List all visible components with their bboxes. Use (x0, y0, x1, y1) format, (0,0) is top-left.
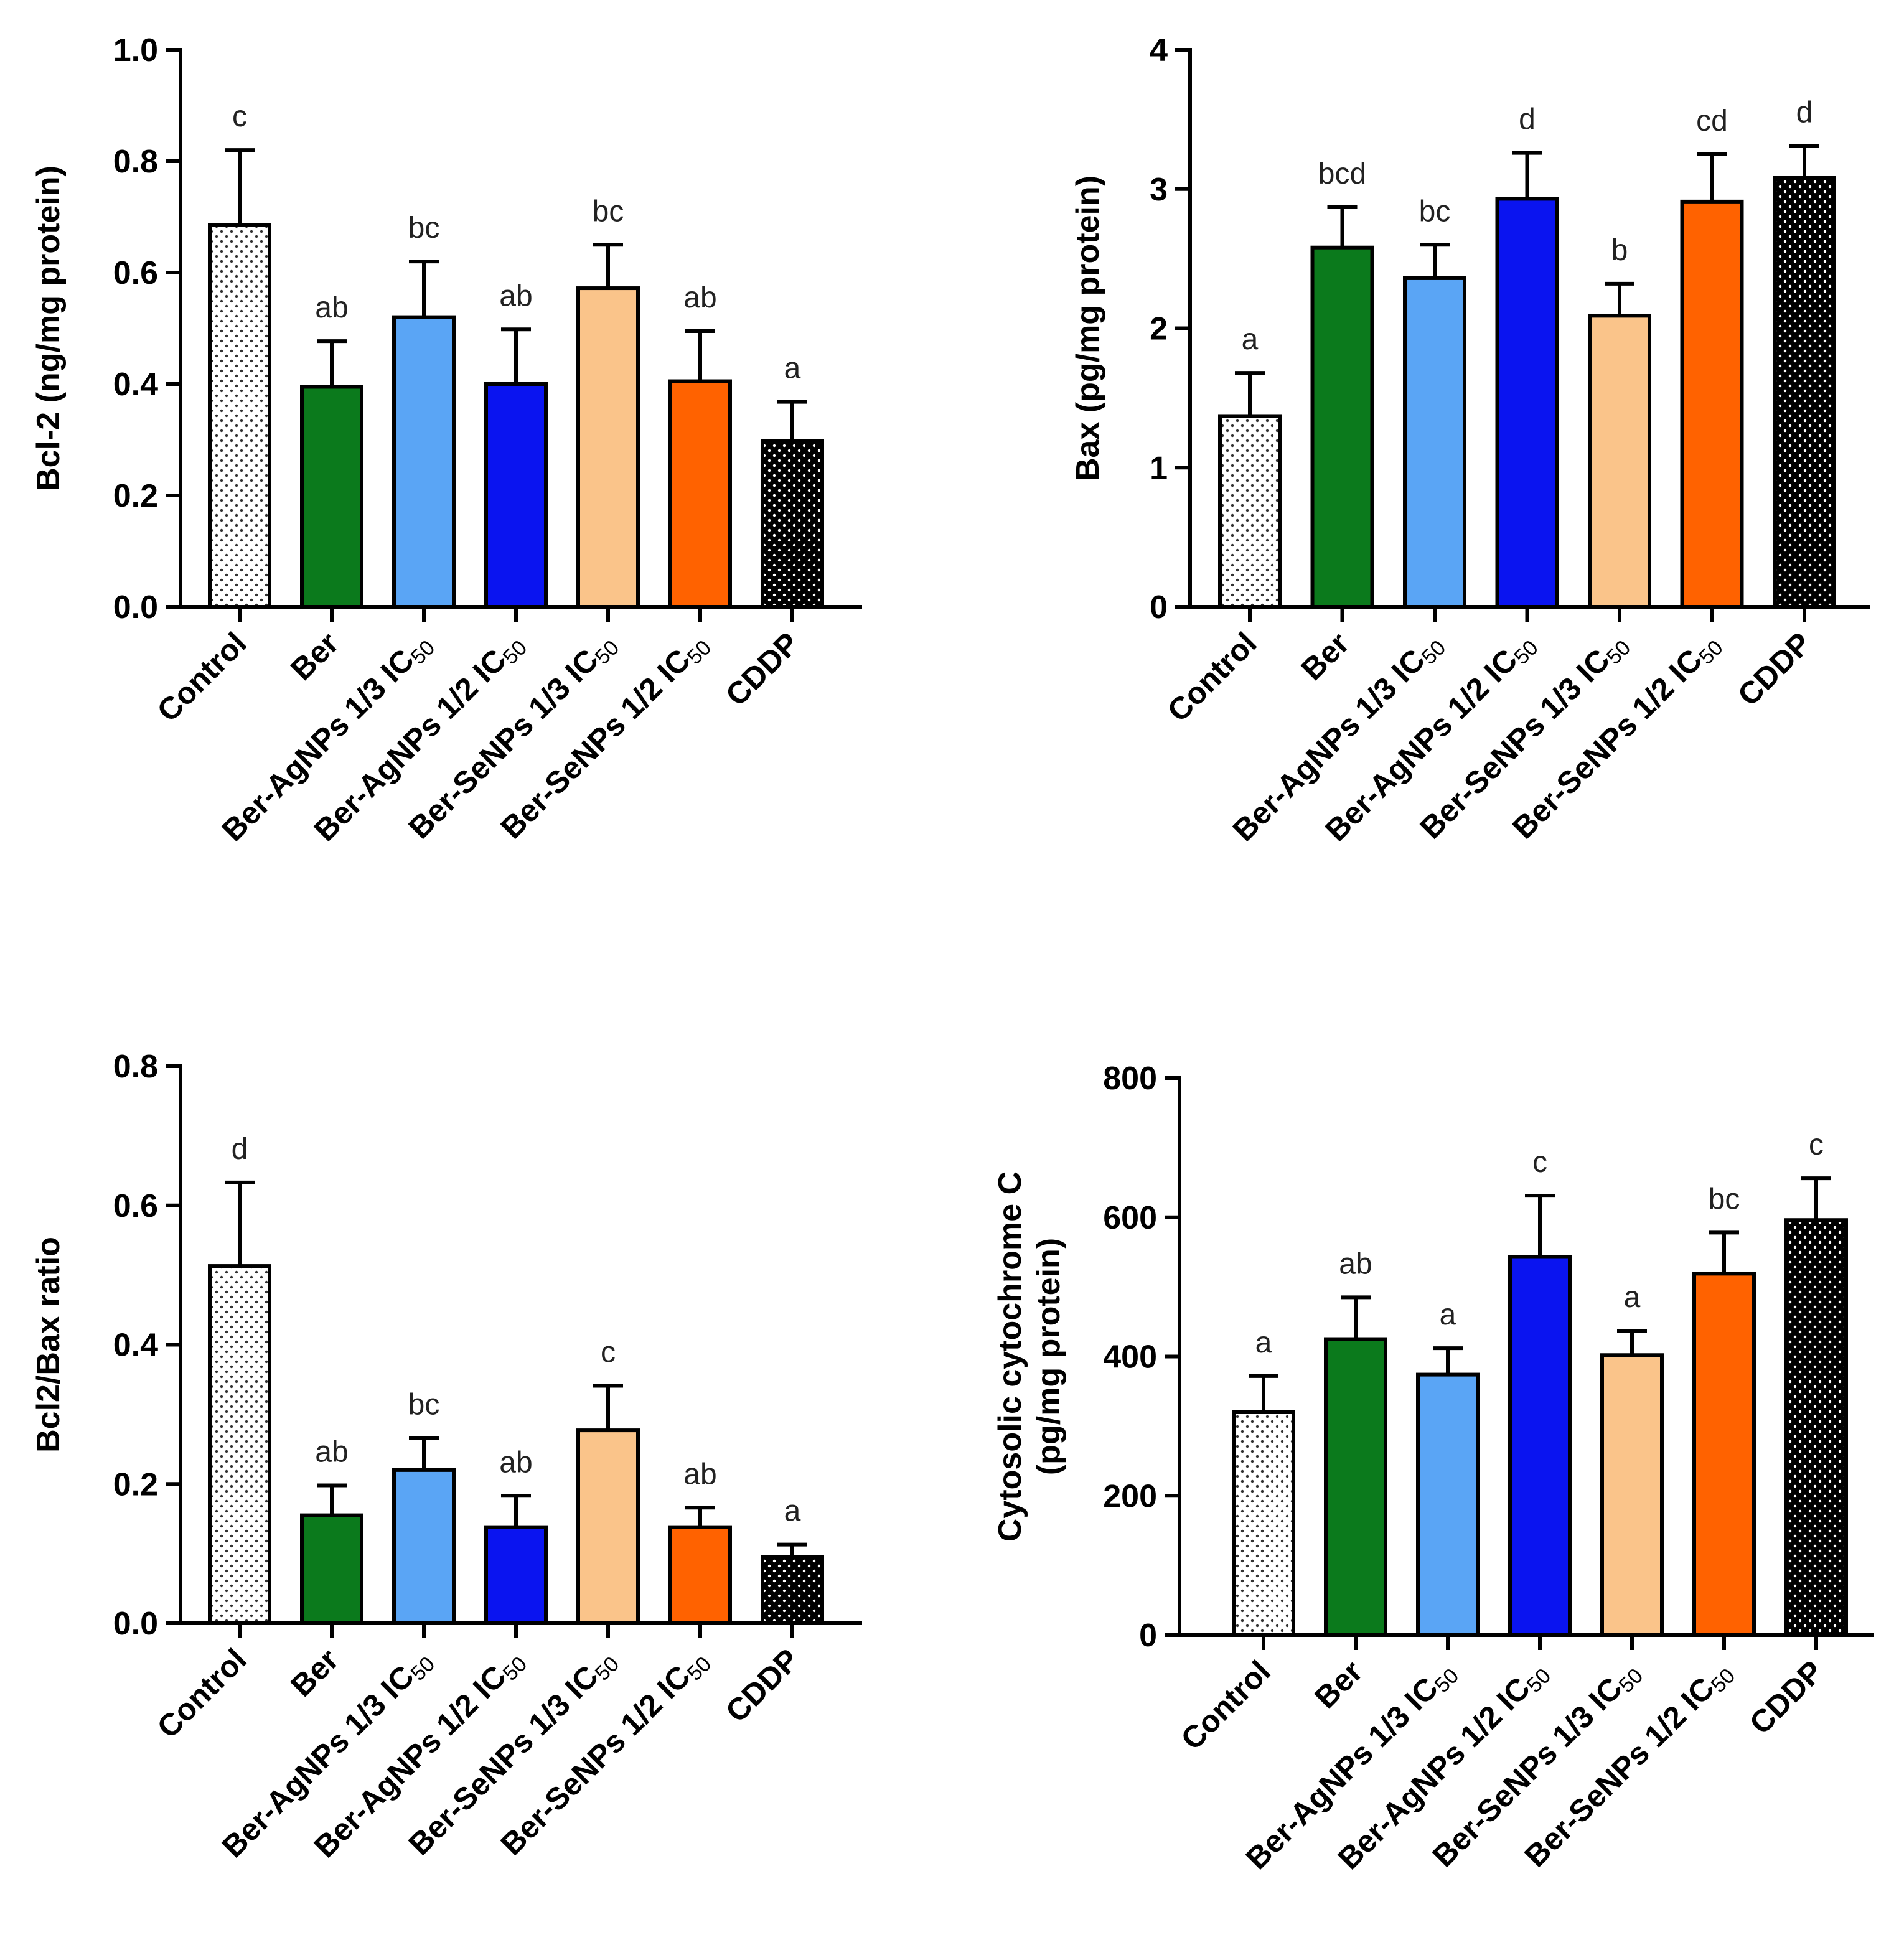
bar (1508, 1255, 1572, 1638)
significance-label: ab (1339, 1247, 1372, 1280)
significance-label: a (1624, 1281, 1641, 1314)
significance-label: d (232, 1133, 248, 1166)
significance-label: ab (683, 1458, 716, 1491)
x-tick-label: Ber (1295, 626, 1356, 687)
bar (1600, 1353, 1664, 1637)
bar (1495, 197, 1559, 609)
significance-label: bc (408, 1388, 440, 1421)
x-tick-label: Ber (284, 626, 345, 687)
significance-label: a (784, 1495, 801, 1528)
bar (208, 1264, 271, 1626)
x-tick-label: CDDP (719, 626, 806, 713)
y-tick-label: 0.6 (113, 1188, 158, 1224)
significance-label: c (232, 100, 247, 133)
significance-label: ab (315, 1435, 348, 1468)
y-tick-label: 3 (1150, 172, 1168, 208)
y-tick-label: 0.4 (113, 367, 158, 403)
significance-label: c (1809, 1128, 1824, 1161)
y-tick-label: 0.8 (113, 144, 158, 180)
y-tick-label: 0.4 (113, 1328, 158, 1364)
y-tick-label: 0.6 (113, 255, 158, 291)
y-axis-label: Bax (pg/mg protein) (1070, 176, 1106, 481)
x-tick-label: Control (1175, 1654, 1277, 1756)
bar (1680, 199, 1744, 609)
y-tick-label: 0.2 (113, 1466, 158, 1502)
x-tick-label: Control (151, 1642, 253, 1745)
bar (576, 286, 640, 609)
bar (392, 315, 456, 609)
y-tick-label: 4 (1150, 32, 1168, 68)
bar (208, 223, 271, 609)
y-axis-label: Cytosolic cytochrome C (992, 1171, 1028, 1542)
y-axis-label: Bcl-2 (ng/mg protein) (30, 166, 67, 491)
significance-label: bc (1709, 1183, 1740, 1216)
bar (1403, 276, 1466, 609)
y-axis-label: (pg/mg protein) (1031, 1238, 1067, 1475)
bar (484, 382, 548, 609)
significance-label: cd (1696, 105, 1728, 138)
y-axis-label: Bcl2/Bax ratio (30, 1237, 67, 1453)
bar (1232, 1410, 1295, 1637)
bar (668, 1525, 732, 1626)
y-tick-label: 0 (1150, 589, 1168, 626)
y-tick-label: 400 (1103, 1339, 1157, 1376)
bar (761, 439, 824, 609)
y-tick-label: 800 (1103, 1061, 1157, 1097)
y-tick-label: 0.8 (113, 1049, 158, 1085)
bar (300, 1513, 363, 1625)
bar (668, 379, 732, 609)
bar (300, 385, 363, 609)
x-tick-label: Control (151, 626, 253, 728)
bar (1310, 245, 1374, 609)
y-tick-label: 0 (1139, 1618, 1157, 1654)
bar (1588, 314, 1651, 609)
y-tick-label: 2 (1150, 311, 1168, 347)
significance-label: bc (1419, 195, 1451, 228)
y-tick-label: 200 (1103, 1478, 1157, 1514)
x-tick-label: Control (1161, 626, 1264, 728)
significance-label: ab (683, 281, 716, 314)
bar (1784, 1218, 1848, 1637)
significance-label: bc (593, 195, 624, 228)
significance-label: c (1532, 1146, 1547, 1179)
bar (1218, 414, 1282, 609)
bar (484, 1525, 548, 1626)
significance-label: c (601, 1336, 616, 1369)
significance-label: bc (408, 212, 440, 245)
bar (1324, 1337, 1387, 1637)
significance-label: ab (315, 291, 348, 324)
y-tick-label: 1.0 (113, 32, 158, 68)
bar (576, 1428, 640, 1625)
bar (392, 1468, 456, 1625)
y-tick-label: 0.2 (113, 478, 158, 514)
bar (1416, 1372, 1480, 1637)
significance-label: a (1242, 323, 1259, 356)
x-tick-label: Ber (284, 1642, 345, 1704)
y-tick-label: 600 (1103, 1200, 1157, 1236)
significance-label: d (1519, 103, 1536, 136)
y-tick-label: 1 (1150, 450, 1168, 486)
y-tick-label: 0.0 (113, 1606, 158, 1642)
significance-label: bcd (1318, 157, 1366, 190)
significance-label: ab (499, 279, 532, 312)
significance-label: a (1255, 1326, 1272, 1359)
x-tick-label: CDDP (1743, 1654, 1830, 1741)
significance-label: ab (499, 1446, 532, 1479)
x-tick-label: CDDP (719, 1642, 806, 1729)
bcl2-chart: c ab bc ab bc ab a 0.0 0.2 0.4 0.6 0.8 1.0 Control Ber… (30, 32, 862, 848)
bar (761, 1555, 824, 1625)
x-tick-label: Ber (1308, 1654, 1369, 1715)
significance-label: b (1611, 234, 1628, 267)
x-tick-label: CDDP (1731, 626, 1818, 713)
bar (1692, 1272, 1756, 1637)
significance-label: a (784, 352, 801, 385)
bar (1773, 176, 1836, 609)
y-tick-label: 0.0 (113, 589, 158, 626)
significance-label: a (1440, 1298, 1456, 1331)
significance-label: d (1796, 96, 1813, 129)
